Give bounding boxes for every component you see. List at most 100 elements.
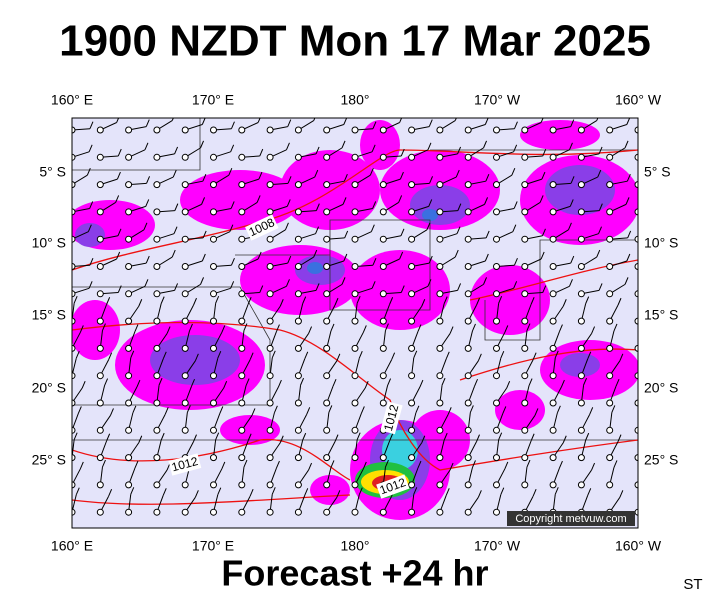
station — [606, 126, 614, 134]
station — [379, 399, 387, 407]
barb-tick — [613, 323, 618, 332]
station — [181, 126, 189, 134]
station — [125, 235, 133, 243]
barb-tick — [332, 378, 337, 387]
barb-tick — [336, 490, 341, 498]
station — [436, 263, 444, 270]
station — [72, 208, 76, 216]
station — [238, 317, 246, 325]
station — [521, 426, 529, 434]
station — [436, 208, 444, 216]
station — [266, 235, 274, 243]
station — [294, 317, 302, 325]
station — [493, 263, 500, 270]
station — [408, 344, 416, 352]
station — [153, 208, 161, 216]
station — [549, 481, 557, 489]
station — [577, 290, 585, 298]
barb-tick — [626, 118, 631, 125]
lat-label: 25° S — [644, 452, 678, 468]
station — [493, 126, 500, 134]
barb-tick — [89, 201, 94, 209]
station — [351, 317, 359, 325]
station — [521, 317, 529, 325]
lon-label: 160° W — [615, 538, 662, 554]
station — [493, 235, 500, 243]
station — [521, 181, 529, 189]
barb-tick — [656, 258, 659, 265]
barb-tick — [400, 148, 405, 157]
station — [634, 454, 638, 462]
barb-tick — [534, 408, 539, 416]
station — [294, 426, 302, 434]
barb-tick — [560, 379, 565, 388]
station — [464, 126, 472, 134]
station — [294, 263, 302, 270]
barb-tick — [596, 249, 601, 258]
barb-tick — [371, 281, 376, 289]
station — [181, 317, 189, 325]
station — [181, 153, 189, 161]
station — [238, 481, 246, 489]
station — [408, 426, 416, 434]
lon-label: 170° W — [474, 538, 521, 554]
station — [549, 454, 557, 462]
barb-tick — [174, 203, 179, 211]
barb-tick — [160, 296, 165, 304]
station — [96, 344, 104, 352]
station — [72, 372, 76, 380]
barb-tick — [449, 462, 454, 471]
barb-tick — [656, 122, 659, 129]
station — [153, 426, 161, 434]
station — [577, 372, 585, 380]
lat-label: 20° S — [644, 380, 678, 396]
station — [210, 372, 217, 380]
barb-tick — [75, 487, 80, 495]
station — [351, 263, 359, 270]
barb-tick — [567, 222, 572, 230]
barb-tick — [73, 432, 78, 440]
station — [408, 235, 416, 243]
station — [96, 508, 104, 516]
station — [521, 235, 529, 243]
barb-tick — [228, 167, 233, 176]
barb-tick — [315, 203, 320, 211]
station — [351, 372, 359, 380]
station — [238, 372, 246, 380]
lon-label: 170° E — [192, 538, 234, 554]
barb-tick — [356, 432, 361, 440]
barb-tick — [201, 118, 206, 125]
station — [379, 263, 387, 270]
barb-tick — [257, 118, 261, 123]
station — [464, 290, 472, 298]
barb-tick — [457, 203, 462, 211]
barb-tick — [530, 433, 535, 441]
station — [436, 454, 444, 462]
barb-tick — [308, 326, 313, 334]
station — [181, 263, 189, 270]
barb-tick — [428, 199, 433, 207]
barb-tick — [371, 144, 376, 152]
station — [210, 508, 217, 516]
station — [294, 399, 302, 407]
station — [351, 508, 359, 516]
barb-tick — [360, 406, 365, 414]
barb-tick — [138, 435, 143, 443]
barb-tick — [328, 405, 333, 413]
barb-tick — [526, 323, 531, 331]
station — [294, 181, 302, 189]
barb-tick — [398, 195, 403, 203]
barb-tick — [279, 435, 284, 443]
barb-tick — [387, 378, 392, 386]
station — [408, 399, 416, 407]
barb-tick — [358, 351, 363, 359]
station — [72, 126, 76, 134]
station — [351, 481, 359, 489]
barb-tick — [146, 176, 151, 184]
barb-tick — [413, 487, 418, 495]
barb-tick — [117, 148, 122, 157]
barb-tick — [284, 222, 289, 230]
barb-tick — [75, 351, 80, 359]
station — [96, 208, 104, 216]
barb-tick — [528, 378, 533, 386]
